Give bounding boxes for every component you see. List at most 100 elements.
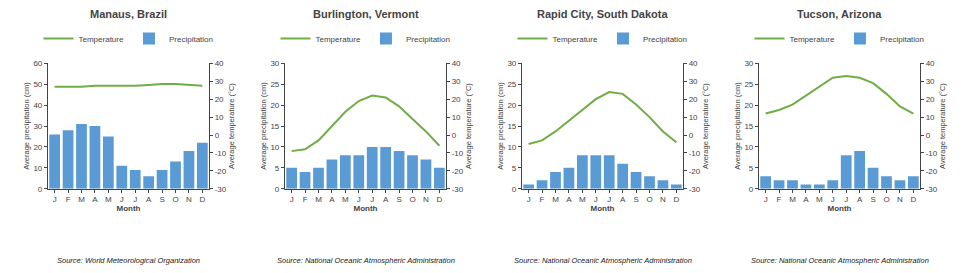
svg-text:0: 0 xyxy=(275,185,280,194)
svg-text:Average precipitation (cm): Average precipitation (cm) xyxy=(259,82,268,170)
svg-text:10: 10 xyxy=(744,143,753,152)
svg-text:Month: Month xyxy=(591,204,615,213)
svg-text:30: 30 xyxy=(507,59,516,68)
svg-text:0: 0 xyxy=(512,185,517,194)
svg-text:0: 0 xyxy=(749,185,754,194)
svg-text:A: A xyxy=(329,195,335,204)
svg-text:J: J xyxy=(53,195,57,204)
svg-text:M: M xyxy=(78,195,85,204)
svg-text:20: 20 xyxy=(689,95,698,104)
svg-text:0: 0 xyxy=(452,131,457,140)
svg-text:10: 10 xyxy=(270,143,279,152)
svg-text:A: A xyxy=(620,195,626,204)
svg-text:20: 20 xyxy=(744,101,753,110)
svg-text:Month: Month xyxy=(828,204,852,213)
svg-text:25: 25 xyxy=(507,80,516,89)
svg-text:15: 15 xyxy=(270,122,279,131)
svg-text:O: O xyxy=(646,195,652,204)
svg-text:Source: National Oceanic Atmos: Source: National Oceanic Atmospheric Adm… xyxy=(514,256,692,265)
svg-text:D: D xyxy=(199,195,205,204)
svg-text:N: N xyxy=(423,195,429,204)
svg-text:J: J xyxy=(831,195,835,204)
svg-text:15: 15 xyxy=(744,122,753,131)
svg-text:Average temperature (°C): Average temperature (°C) xyxy=(701,83,710,169)
svg-text:Tucson, Arizona: Tucson, Arizona xyxy=(797,8,882,20)
svg-text:-30: -30 xyxy=(215,185,227,194)
svg-text:0: 0 xyxy=(689,131,694,140)
svg-text:-20: -20 xyxy=(689,167,701,176)
svg-text:30: 30 xyxy=(452,77,461,86)
svg-text:25: 25 xyxy=(744,80,753,89)
svg-text:30: 30 xyxy=(33,122,42,131)
svg-text:J: J xyxy=(120,195,124,204)
svg-text:40: 40 xyxy=(689,59,698,68)
svg-text:20: 20 xyxy=(507,101,516,110)
svg-text:15: 15 xyxy=(507,122,516,131)
svg-text:Temperature: Temperature xyxy=(79,35,124,44)
svg-text:40: 40 xyxy=(926,59,935,68)
svg-text:M: M xyxy=(789,195,796,204)
svg-text:60: 60 xyxy=(33,59,42,68)
svg-text:30: 30 xyxy=(689,77,698,86)
svg-text:Month: Month xyxy=(354,204,378,213)
svg-text:A: A xyxy=(146,195,152,204)
svg-text:-10: -10 xyxy=(689,149,701,158)
svg-text:F: F xyxy=(540,195,545,204)
svg-text:-30: -30 xyxy=(689,185,701,194)
svg-text:10: 10 xyxy=(926,113,935,122)
svg-text:Average temperature (°C): Average temperature (°C) xyxy=(464,83,473,169)
svg-text:O: O xyxy=(172,195,178,204)
svg-text:-30: -30 xyxy=(926,185,938,194)
svg-text:-10: -10 xyxy=(452,149,464,158)
svg-text:20: 20 xyxy=(926,95,935,104)
svg-text:J: J xyxy=(290,195,294,204)
svg-text:Average precipitation (cm): Average precipitation (cm) xyxy=(496,82,505,170)
svg-text:20: 20 xyxy=(452,95,461,104)
svg-text:40: 40 xyxy=(33,101,42,110)
svg-text:S: S xyxy=(396,195,401,204)
svg-text:F: F xyxy=(303,195,308,204)
svg-text:M: M xyxy=(315,195,322,204)
svg-text:5: 5 xyxy=(512,164,517,173)
svg-text:10: 10 xyxy=(452,113,461,122)
svg-text:Average temperature (°C): Average temperature (°C) xyxy=(227,83,236,169)
svg-text:Temperature: Temperature xyxy=(790,35,835,44)
svg-text:A: A xyxy=(566,195,572,204)
svg-text:J: J xyxy=(844,195,848,204)
svg-text:O: O xyxy=(883,195,889,204)
svg-text:Average temperature (°C): Average temperature (°C) xyxy=(938,83,947,169)
svg-text:N: N xyxy=(186,195,192,204)
svg-text:J: J xyxy=(607,195,611,204)
svg-text:30: 30 xyxy=(926,77,935,86)
svg-text:J: J xyxy=(527,195,531,204)
svg-text:J: J xyxy=(594,195,598,204)
svg-text:10: 10 xyxy=(33,164,42,173)
svg-text:A: A xyxy=(92,195,98,204)
svg-text:A: A xyxy=(857,195,863,204)
svg-text:-20: -20 xyxy=(926,167,938,176)
svg-text:-10: -10 xyxy=(215,149,227,158)
svg-text:S: S xyxy=(870,195,875,204)
svg-text:M: M xyxy=(105,195,112,204)
svg-text:30: 30 xyxy=(744,59,753,68)
svg-text:J: J xyxy=(764,195,768,204)
svg-text:D: D xyxy=(673,195,679,204)
svg-text:F: F xyxy=(777,195,782,204)
svg-text:M: M xyxy=(552,195,559,204)
svg-text:40: 40 xyxy=(215,59,224,68)
svg-text:N: N xyxy=(660,195,666,204)
svg-text:Month: Month xyxy=(117,204,141,213)
svg-text:-20: -20 xyxy=(215,167,227,176)
svg-text:10: 10 xyxy=(689,113,698,122)
svg-text:Temperature: Temperature xyxy=(553,35,598,44)
svg-text:-30: -30 xyxy=(452,185,464,194)
svg-text:0: 0 xyxy=(215,131,220,140)
svg-text:20: 20 xyxy=(270,101,279,110)
svg-text:S: S xyxy=(159,195,164,204)
svg-text:Average precipitation (cm): Average precipitation (cm) xyxy=(733,82,742,170)
svg-text:Precipitation: Precipitation xyxy=(406,35,450,44)
svg-text:Precipitation: Precipitation xyxy=(169,35,213,44)
svg-text:F: F xyxy=(66,195,71,204)
svg-text:Burlington, Vermont: Burlington, Vermont xyxy=(313,8,419,20)
svg-text:10: 10 xyxy=(507,143,516,152)
